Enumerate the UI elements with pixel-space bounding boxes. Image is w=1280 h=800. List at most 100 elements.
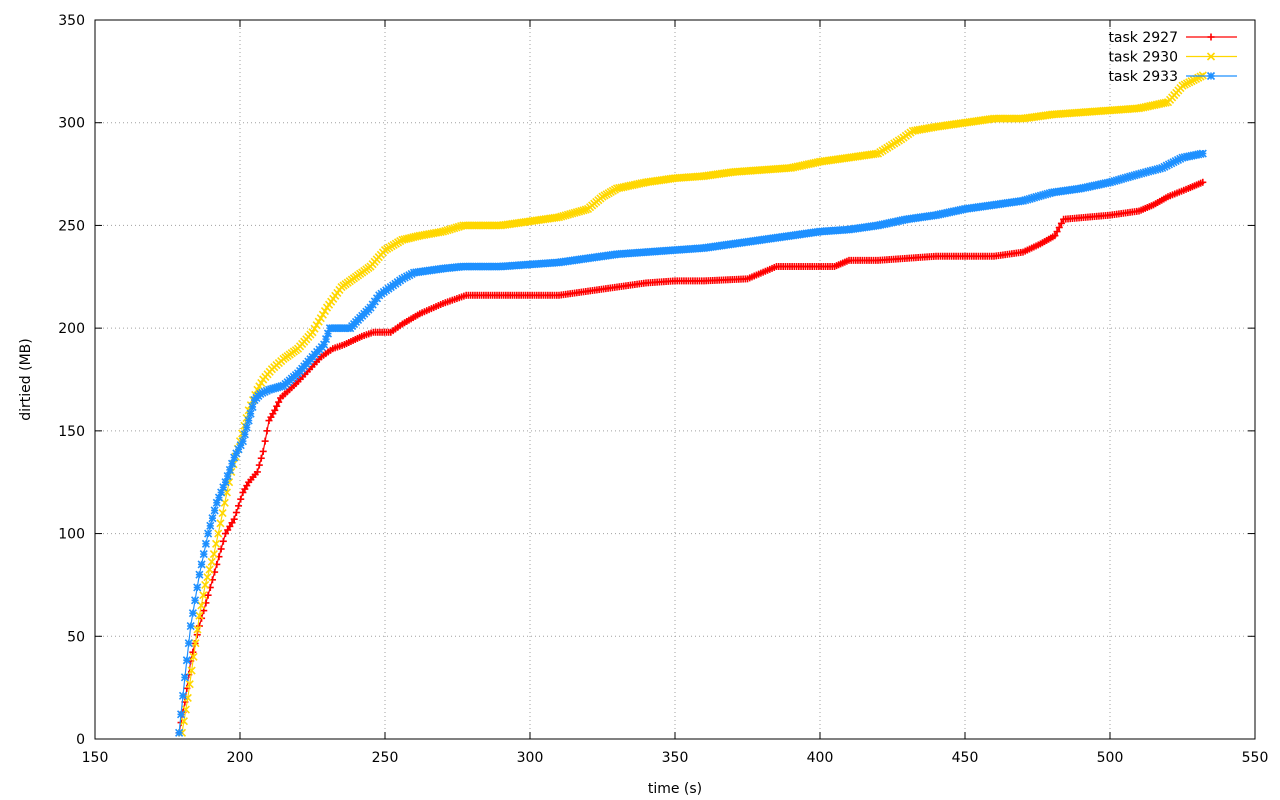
data-point	[195, 611, 204, 620]
marker-stroke	[197, 560, 206, 569]
data-point	[193, 625, 202, 634]
marker-stroke	[225, 465, 234, 474]
marker-stroke	[205, 565, 214, 574]
data-point	[246, 409, 255, 418]
marker-stroke	[1161, 98, 1170, 107]
data-point	[259, 447, 267, 455]
marker-stroke	[212, 539, 221, 548]
marker-stroke	[187, 666, 196, 675]
series-layer	[175, 71, 1207, 737]
data-point	[235, 502, 243, 510]
marker-stroke	[450, 224, 459, 233]
marker-stroke	[216, 519, 225, 528]
data-point	[199, 591, 208, 600]
marker-stroke	[248, 402, 257, 411]
data-point	[1199, 178, 1207, 186]
marker-stroke	[193, 625, 202, 634]
data-point	[438, 227, 448, 236]
series-1	[177, 71, 1207, 737]
marker-stroke	[188, 609, 197, 618]
data-point	[197, 601, 206, 610]
data-point	[232, 509, 240, 517]
marker-stroke	[195, 570, 204, 579]
marker-stroke	[452, 223, 461, 232]
data-point	[208, 514, 217, 523]
data-point	[273, 402, 281, 410]
data-point	[212, 539, 221, 548]
series-2	[175, 149, 1207, 737]
marker-stroke	[581, 205, 590, 214]
data-point	[201, 580, 210, 589]
data-point	[871, 149, 880, 158]
marker-stroke	[203, 573, 212, 582]
marker-stroke	[227, 459, 237, 468]
data-point	[238, 437, 247, 446]
data-point	[222, 530, 229, 538]
marker-stroke	[218, 508, 227, 518]
data-point	[221, 478, 230, 487]
data-point	[199, 550, 208, 559]
data-point	[189, 648, 197, 656]
marker-stroke	[223, 471, 232, 481]
data-point	[214, 529, 223, 538]
data-point	[187, 666, 196, 675]
marker-stroke	[193, 583, 202, 592]
data-point	[204, 529, 213, 538]
marker-stroke	[175, 728, 184, 737]
data-point	[216, 519, 225, 528]
data-point	[450, 224, 459, 233]
marker-stroke	[438, 227, 448, 236]
marker-stroke	[183, 693, 192, 702]
data-point	[223, 471, 232, 481]
data-point	[230, 515, 238, 523]
data-point	[447, 224, 457, 233]
data-point	[261, 437, 269, 445]
data-point	[441, 226, 450, 235]
data-point	[257, 454, 265, 462]
marker-stroke	[182, 656, 191, 665]
data-point	[210, 506, 219, 515]
marker-stroke	[208, 514, 217, 523]
marker-stroke	[246, 409, 255, 418]
data-point	[263, 427, 271, 435]
data-point	[445, 225, 454, 234]
marker-stroke	[189, 652, 198, 661]
data-point	[228, 519, 236, 527]
data-point	[193, 583, 202, 592]
data-point	[205, 565, 214, 574]
marker-stroke	[204, 529, 213, 538]
data-point	[242, 423, 251, 432]
marker-stroke	[244, 416, 253, 425]
marker-stroke	[178, 691, 188, 700]
marker-stroke	[242, 423, 251, 432]
data-point	[222, 488, 232, 497]
marker-stroke	[454, 222, 463, 231]
marker-stroke	[206, 521, 215, 530]
marker-stroke	[199, 550, 208, 559]
data-point	[275, 398, 283, 406]
data-point	[1055, 223, 1063, 231]
data-point	[185, 680, 194, 689]
marker-stroke	[238, 437, 247, 446]
marker-stroke	[443, 226, 452, 235]
data-point	[1051, 232, 1059, 240]
data-point	[176, 710, 186, 719]
data-point	[454, 222, 463, 231]
data-point	[197, 560, 206, 569]
marker-stroke	[191, 639, 200, 648]
data-point	[224, 526, 232, 534]
data-point	[217, 545, 225, 553]
marker-stroke	[195, 611, 204, 620]
marker-stroke	[209, 550, 218, 559]
series-0	[175, 178, 1207, 737]
data-point	[581, 205, 590, 214]
grid	[95, 20, 1255, 739]
data-point	[186, 621, 195, 631]
marker-stroke	[214, 529, 223, 538]
data-point	[1053, 228, 1061, 236]
marker-stroke	[207, 557, 216, 566]
data-point	[248, 402, 257, 411]
data-point	[255, 461, 263, 469]
marker-stroke	[199, 591, 208, 600]
